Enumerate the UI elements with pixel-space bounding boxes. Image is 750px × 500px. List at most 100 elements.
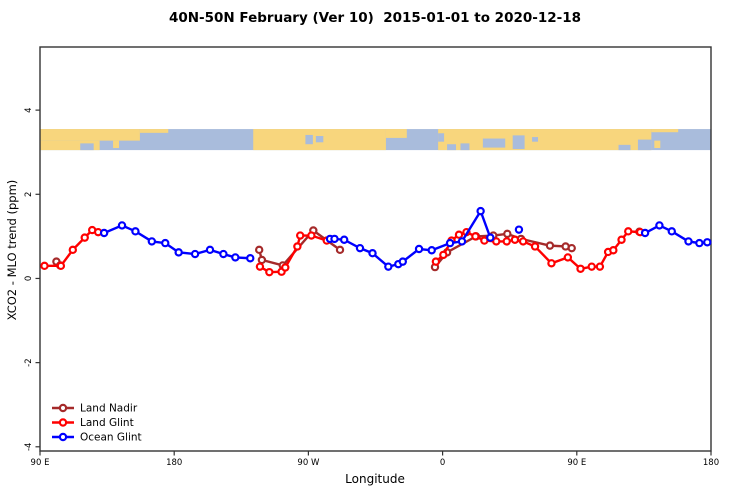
legend: Land Nadir Land Glint Ocean Glint <box>52 403 142 444</box>
data-point <box>56 261 66 271</box>
data-point <box>293 242 302 251</box>
map-land <box>654 140 661 148</box>
series-line <box>330 208 492 268</box>
y-tick-label: 0 <box>24 276 34 281</box>
data-point <box>530 242 540 251</box>
data-point <box>335 245 345 255</box>
data-point <box>640 228 650 238</box>
map-inlet <box>447 144 457 151</box>
data-point <box>398 257 407 266</box>
map-inlet <box>532 137 539 142</box>
data-point <box>502 237 511 246</box>
x-tick-label: 90 W <box>297 458 320 468</box>
map-inlet <box>460 143 470 151</box>
data-point <box>655 221 664 230</box>
y-tick-label: -2 <box>24 358 34 366</box>
data-point <box>576 264 585 273</box>
plot-box <box>39 46 712 452</box>
legend-item: Land Nadir <box>52 403 138 415</box>
y-axis-title: XCO2 - MLO trend (ppm) <box>5 179 19 321</box>
legend-marker <box>58 403 68 413</box>
data-point <box>486 233 495 242</box>
x-tick-label: 180 <box>166 458 182 468</box>
data-point <box>131 227 140 236</box>
data-point <box>355 243 365 253</box>
data-point <box>231 253 240 262</box>
legend-item: Land Glint <box>52 417 134 429</box>
data-point <box>281 263 290 272</box>
map-land <box>139 129 169 133</box>
data-point <box>295 231 305 240</box>
legend-label: Land Nadir <box>80 403 138 415</box>
data-point <box>445 238 455 248</box>
data-point <box>255 262 265 271</box>
data-point <box>330 234 339 244</box>
data-point <box>439 250 448 260</box>
map-inlet <box>512 135 525 150</box>
legend-marker <box>58 432 68 442</box>
data-point <box>492 237 501 246</box>
data-point <box>567 243 576 253</box>
data-point <box>563 253 573 262</box>
data-point <box>587 262 596 271</box>
chart-title: 40N-50N February (Ver 10) 2015-01-01 to … <box>168 10 582 26</box>
map-inlet <box>637 139 652 151</box>
data-point <box>219 249 228 259</box>
data-point <box>368 249 377 258</box>
data-point <box>99 228 109 238</box>
data-point <box>503 229 512 239</box>
series-ocean-glint <box>99 206 712 271</box>
map-inlet <box>305 134 313 145</box>
map-inlet <box>80 143 94 151</box>
x-tick-label: 0 <box>440 458 445 468</box>
data-point <box>510 235 520 244</box>
map-land <box>40 140 100 151</box>
map-land <box>385 129 407 138</box>
axes: 90 E 180 90 W 0 90 E 180 -4 -2 0 2 4 <box>24 46 719 468</box>
data-point <box>80 233 89 242</box>
data-point <box>147 237 157 246</box>
map-inlet <box>315 136 324 143</box>
data-point <box>476 206 485 216</box>
data-point <box>117 221 127 230</box>
data-point <box>431 257 441 266</box>
legend-label: Ocean Glint <box>80 432 142 444</box>
data-point <box>545 241 555 250</box>
data-point <box>161 238 170 248</box>
data-point <box>609 246 618 255</box>
x-tick-label: 90 E <box>567 458 586 468</box>
data-point <box>246 254 255 263</box>
y-tick-label: 4 <box>24 107 34 112</box>
data-point <box>457 237 467 246</box>
x-tick-label: 90 E <box>31 458 50 468</box>
data-point <box>518 237 528 246</box>
data-point <box>667 227 676 236</box>
legend-marker <box>58 418 68 427</box>
map-inlet <box>438 133 445 142</box>
data-point <box>257 255 267 265</box>
data-point <box>384 262 393 271</box>
data-point <box>695 238 704 248</box>
data-point <box>684 237 693 246</box>
map-inlet <box>482 138 506 148</box>
series-line <box>259 234 328 274</box>
map-inlet <box>618 144 631 151</box>
data-point <box>624 227 633 236</box>
data-point <box>427 246 436 255</box>
data-point <box>40 261 49 271</box>
map-land <box>113 140 120 148</box>
x-axis-title: Longitude <box>345 472 405 486</box>
data-point <box>68 245 78 255</box>
data-point <box>339 235 349 244</box>
legend-item: Ocean Glint <box>52 432 142 444</box>
data-point <box>547 259 556 268</box>
data-point <box>617 235 626 244</box>
y-tick-label: -4 <box>24 443 34 451</box>
data-point <box>414 244 424 254</box>
series-land-glint <box>40 225 645 277</box>
data-point <box>703 238 712 247</box>
data-point <box>307 231 316 240</box>
data-point <box>190 249 200 259</box>
data-point <box>254 245 264 255</box>
